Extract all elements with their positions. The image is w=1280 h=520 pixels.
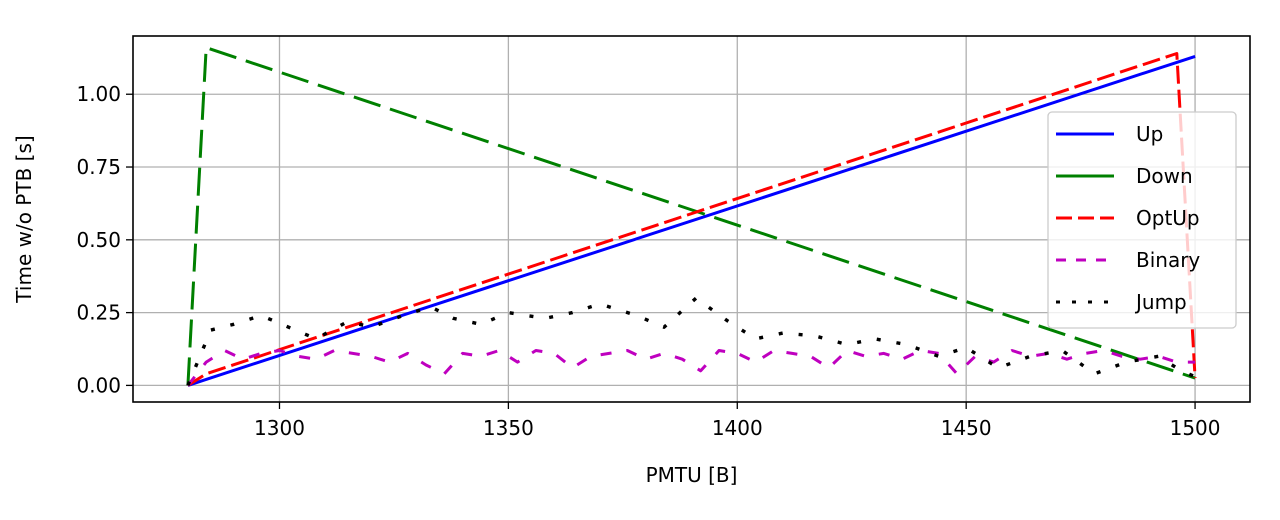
legend: Up Down OptUp Binary Jump	[1047, 111, 1237, 329]
x-tick-label: 1500	[1170, 416, 1221, 440]
y-tick-label: 0.00	[76, 373, 121, 397]
plot-frame	[132, 35, 1251, 403]
series-binary-line	[186, 349, 1196, 387]
series-down-line	[186, 46, 1196, 386]
x-axis-label: PMTU [B]	[646, 463, 738, 487]
legend-label-optup: OptUp	[1136, 206, 1200, 230]
ticks: 1300 1350 1400 1450 1500 0.00 0.25 0.50 0.75 1.00	[76, 82, 1220, 440]
y-tick-label: 0.50	[76, 228, 121, 252]
x-tick-label: 1300	[254, 416, 305, 440]
x-tick-label: 1350	[483, 416, 534, 440]
legend-label-down: Down	[1136, 164, 1193, 188]
legend-label-jump: Jump	[1134, 290, 1187, 314]
y-tick-label: 0.25	[76, 301, 121, 325]
y-tick-label: 0.75	[76, 155, 121, 179]
x-tick-label: 1450	[941, 416, 992, 440]
legend-label-up: Up	[1136, 122, 1163, 146]
series-up-line	[187, 54, 1196, 387]
x-tick-label: 1400	[712, 416, 763, 440]
y-tick-label: 1.00	[76, 82, 121, 106]
series-group	[186, 46, 1197, 387]
series-jump-line	[186, 296, 1196, 387]
y-axis-label: Time w/o PTB [s]	[12, 135, 36, 303]
legend-label-binary: Binary	[1136, 248, 1200, 272]
legend-box	[1047, 111, 1237, 329]
